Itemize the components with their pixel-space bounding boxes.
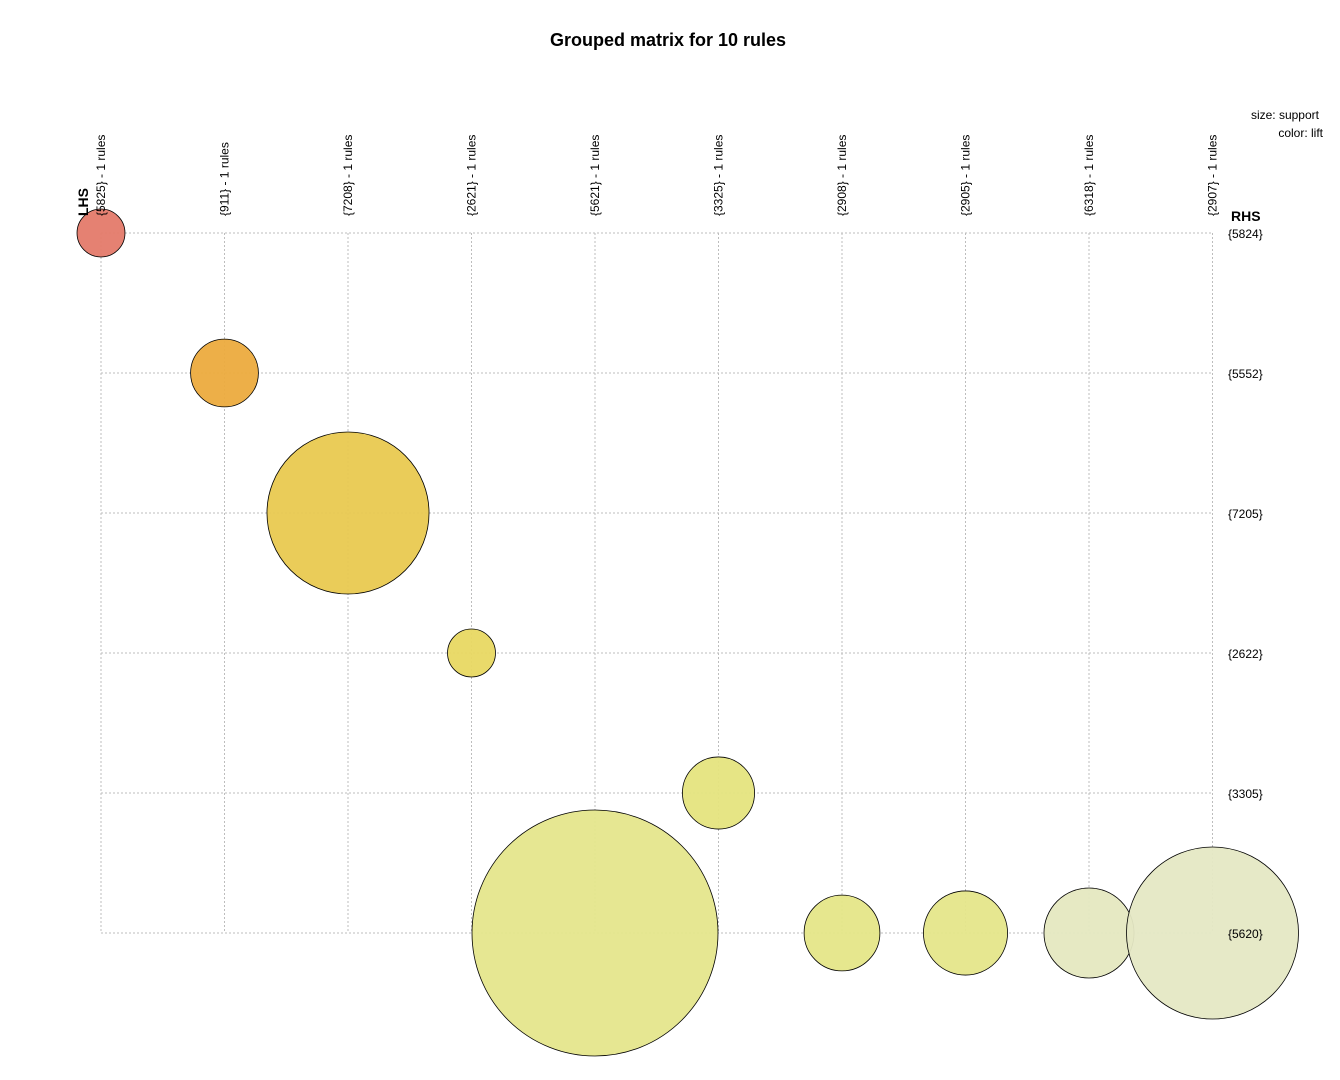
rhs-item-label: {5552}: [1228, 367, 1263, 381]
rule-bubble: [803, 894, 881, 972]
chart-title: Grouped matrix for 10 rules: [550, 30, 786, 50]
lhs-group-label: {3325} - 1 rules: [712, 135, 726, 216]
rule-bubble: [266, 431, 430, 595]
legend-size: size: support: [1251, 108, 1320, 122]
rhs-item-label: {7205}: [1228, 507, 1263, 521]
legend-color: color: lift: [1278, 126, 1323, 140]
rule-bubble: [682, 756, 755, 830]
lhs-group-label: {5621} - 1 rules: [588, 135, 602, 216]
lhs-group-label: {2908} - 1 rules: [835, 135, 849, 216]
rhs-item-label: {3305}: [1228, 787, 1263, 801]
rule-bubble: [471, 809, 719, 1057]
lhs-group-label: {6318} - 1 rules: [1082, 135, 1096, 216]
lhs-group-label: {911} - 1 rules: [218, 142, 232, 216]
rule-bubble: [447, 628, 496, 678]
rule-bubble: [923, 890, 1008, 976]
rule-bubble: [190, 338, 259, 408]
lhs-group-label: {5825} - 1 rules: [94, 135, 108, 216]
rule-bubble: [1126, 846, 1299, 1020]
rule-bubble: [76, 208, 126, 258]
rule-bubble: [1043, 887, 1135, 979]
lhs-group-label: {7208} - 1 rules: [341, 135, 355, 216]
lhs-group-label: {2907} - 1 rules: [1206, 135, 1220, 216]
lhs-axis-label: LHS: [75, 188, 91, 216]
rhs-item-label: {5824}: [1228, 227, 1263, 241]
rhs-item-label: {2622}: [1228, 647, 1263, 661]
lhs-group-label: {2621} - 1 rules: [465, 135, 479, 216]
rhs-item-label: {5620}: [1228, 927, 1263, 941]
rhs-axis-label: RHS: [1231, 208, 1261, 224]
lhs-group-label: {2905} - 1 rules: [959, 135, 973, 216]
